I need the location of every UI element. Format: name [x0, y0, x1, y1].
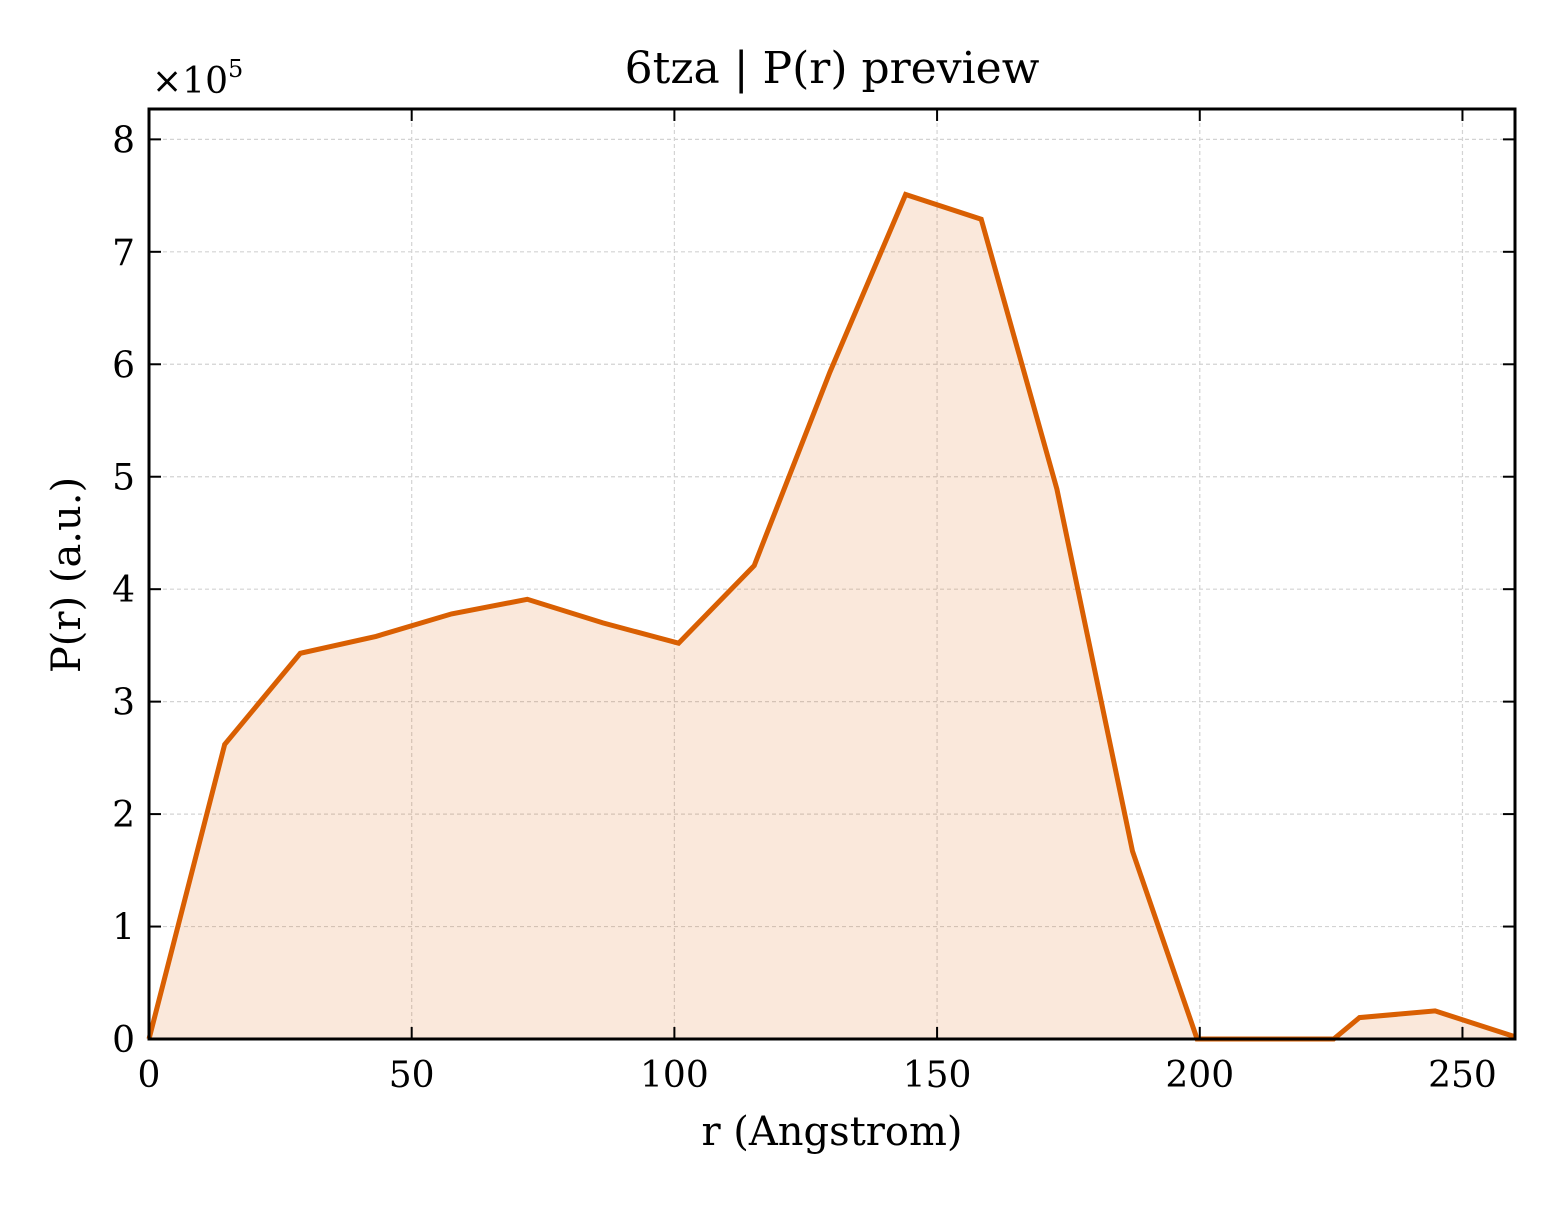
y-tick-label: 6 — [112, 345, 135, 386]
plot-frame — [147, 107, 1517, 1041]
x-tick-label: 50 — [389, 1055, 435, 1096]
y-tick-label: 1 — [112, 908, 135, 949]
y-axis-label: P(r) (a.u.) — [44, 477, 90, 673]
y-tick-label: 3 — [112, 683, 135, 724]
y-tick-label: 5 — [112, 458, 135, 499]
chart-title: 6tza | P(r) preview — [625, 43, 1040, 94]
x-tick-label: 150 — [903, 1055, 972, 1096]
x-tick-label: 0 — [138, 1055, 161, 1096]
y-tick-label: 2 — [112, 795, 135, 836]
x-tick-label: 250 — [1428, 1055, 1497, 1096]
y-tick-label: 8 — [112, 120, 135, 161]
y-tick-label: 0 — [112, 1020, 135, 1061]
y-tick-label: 7 — [112, 233, 135, 274]
x-axis-label: r (Angstrom) — [701, 1109, 962, 1155]
y-scale-base: ×10 — [152, 61, 228, 102]
x-tick-label: 100 — [640, 1055, 709, 1096]
y-scale-factor: ×105 — [152, 55, 243, 102]
y-tick-label: 4 — [112, 570, 135, 611]
x-tick-label: 200 — [1165, 1055, 1234, 1096]
area-fill-layer — [149, 194, 1515, 1039]
axis-ticks: 0 50 100 150 200 250 0 1 2 3 4 5 6 7 8 — [112, 109, 1515, 1096]
series-area-fill — [149, 194, 1515, 1039]
y-scale-exponent: 5 — [228, 55, 243, 83]
